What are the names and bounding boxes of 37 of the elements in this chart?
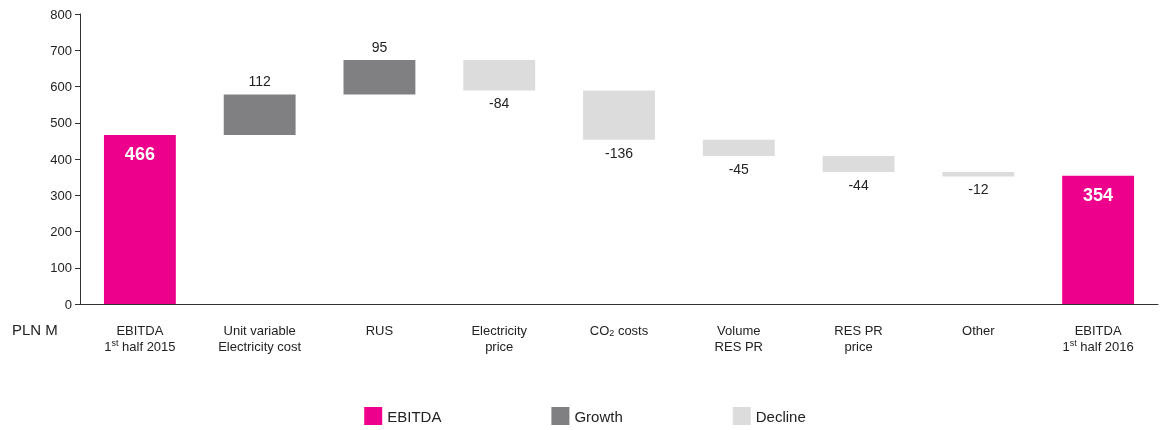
x-tick-label: Electricity price bbox=[471, 322, 528, 354]
data-label: 112 bbox=[248, 73, 272, 90]
bar bbox=[822, 156, 895, 173]
bar bbox=[702, 139, 775, 157]
bar bbox=[343, 60, 416, 95]
y-tick-label: 800 bbox=[50, 6, 72, 22]
y-tick-label: 300 bbox=[50, 187, 72, 203]
data-label: -136 bbox=[604, 144, 634, 161]
y-tick-label: 200 bbox=[50, 224, 72, 239]
y-tick-label: 400 bbox=[50, 151, 72, 167]
bar bbox=[103, 135, 176, 304]
data-label: -84 bbox=[489, 95, 510, 112]
y-tick-label: 0 bbox=[64, 296, 72, 312]
bar bbox=[463, 60, 536, 91]
legend-label: Decline bbox=[755, 407, 806, 425]
legend-label: EBITDA bbox=[387, 407, 442, 425]
legend-label: Growth bbox=[574, 407, 623, 425]
x-tick-label: Other bbox=[962, 322, 996, 338]
bar bbox=[1062, 175, 1135, 304]
x-tick-label: Unit variable Electricity cost bbox=[218, 322, 302, 354]
y-tick-label: 700 bbox=[50, 42, 72, 58]
y-tick-label: 500 bbox=[50, 115, 72, 131]
x-tick-label: Volume RES PR bbox=[714, 322, 763, 354]
data-label: -44 bbox=[848, 177, 869, 194]
data-label: 354 bbox=[1083, 184, 1114, 205]
x-tick-label: RUS bbox=[365, 322, 394, 338]
bar bbox=[583, 90, 655, 140]
x-tick-label: RES PR price bbox=[834, 322, 883, 354]
data-label: -45 bbox=[728, 161, 750, 178]
data-label: 95 bbox=[371, 39, 388, 56]
data-label: -12 bbox=[968, 181, 989, 198]
data-label: 466 bbox=[124, 144, 155, 165]
bar bbox=[223, 94, 296, 136]
x-axis-title: PLN M bbox=[12, 321, 58, 338]
y-tick-label: 600 bbox=[50, 79, 72, 94]
y-tick-label: 100 bbox=[50, 260, 72, 276]
bar bbox=[942, 172, 1015, 177]
